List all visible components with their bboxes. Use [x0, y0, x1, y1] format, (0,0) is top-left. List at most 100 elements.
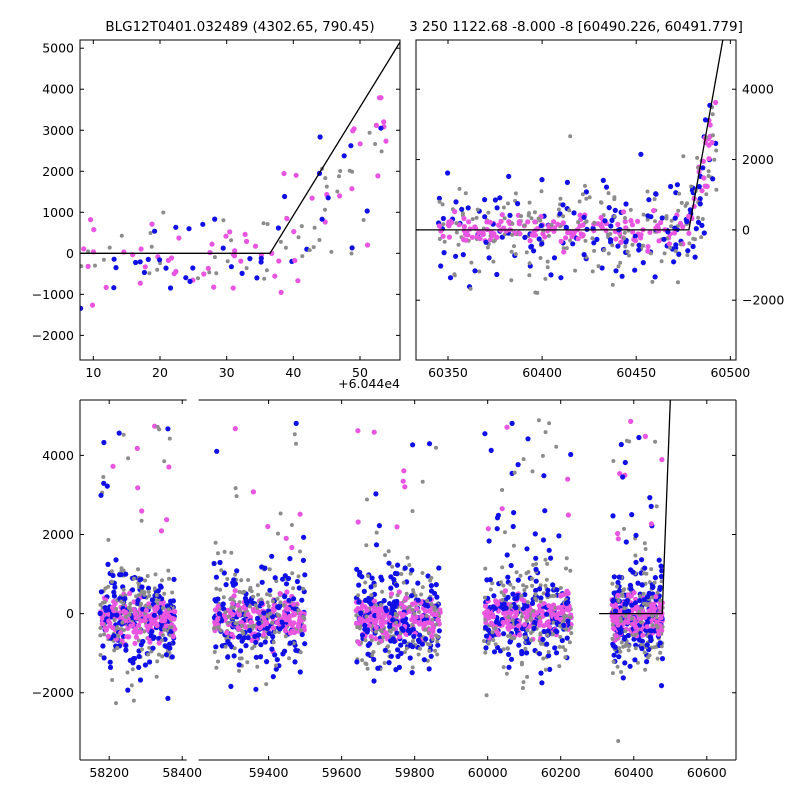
data-point — [411, 633, 417, 639]
data-point — [580, 222, 586, 228]
data-point — [264, 682, 269, 687]
data-point — [436, 195, 442, 201]
data-point — [253, 654, 259, 660]
data-point — [506, 219, 512, 225]
data-point — [111, 633, 117, 639]
data-point — [684, 219, 690, 225]
data-point — [383, 138, 389, 144]
data-point — [576, 220, 581, 225]
data-point — [381, 635, 386, 640]
data-point — [513, 605, 519, 611]
data-point — [227, 609, 233, 615]
data-point — [633, 553, 638, 558]
data-point — [158, 528, 165, 534]
data-point — [128, 623, 134, 629]
data-point — [525, 219, 531, 225]
data-point — [270, 620, 275, 625]
data-point — [218, 587, 223, 592]
data-point — [258, 255, 264, 261]
data-point — [371, 605, 377, 612]
data-point — [615, 536, 621, 542]
data-point — [348, 143, 354, 149]
data-point — [172, 609, 178, 615]
data-point — [93, 263, 97, 268]
data-point — [136, 638, 141, 643]
data-point — [544, 611, 550, 617]
data-point — [151, 612, 157, 618]
data-point — [541, 623, 547, 629]
data-point — [207, 270, 212, 275]
data-point — [545, 633, 550, 637]
data-point — [133, 259, 139, 266]
data-point — [568, 134, 573, 139]
data-point — [274, 657, 280, 663]
data-point — [641, 601, 646, 606]
data-point — [440, 233, 446, 239]
data-point — [101, 475, 106, 479]
data-point — [317, 134, 323, 140]
data-point — [374, 629, 378, 634]
data-point — [611, 459, 616, 463]
data-point — [517, 632, 523, 638]
data-point — [626, 648, 631, 653]
data-point — [375, 665, 381, 671]
data-point — [337, 193, 343, 199]
data-point — [525, 674, 530, 679]
data-point — [115, 646, 120, 650]
data-point — [707, 122, 713, 128]
data-point — [641, 212, 646, 217]
data-point — [190, 265, 196, 271]
data-point — [426, 441, 433, 447]
data-point — [224, 630, 230, 636]
data-point — [355, 639, 361, 645]
data-point — [502, 593, 507, 598]
data-point — [141, 269, 147, 276]
data-point — [381, 119, 387, 125]
top-left-y-tick-label: 5000 — [42, 41, 74, 56]
data-point — [152, 586, 157, 591]
data-point — [626, 608, 632, 614]
data-point — [363, 580, 368, 585]
data-point — [256, 632, 262, 638]
data-point — [119, 566, 124, 571]
data-point — [714, 148, 719, 153]
data-point — [642, 565, 648, 571]
data-point — [221, 570, 227, 576]
data-point — [110, 678, 115, 682]
data-point — [674, 182, 681, 188]
data-point — [702, 117, 709, 123]
data-point — [256, 620, 262, 626]
data-point — [485, 608, 491, 614]
data-point — [701, 230, 707, 236]
data-point — [637, 597, 643, 604]
data-point — [212, 216, 218, 222]
bottom-x-tick-label: 59400 — [249, 765, 289, 780]
data-point — [537, 622, 543, 628]
data-point — [365, 497, 369, 502]
data-point — [268, 611, 273, 616]
data-point — [129, 587, 136, 593]
data-point — [135, 622, 142, 628]
data-point — [225, 620, 230, 625]
data-point — [520, 614, 525, 619]
data-point — [371, 429, 377, 435]
data-point — [507, 639, 513, 645]
data-point — [546, 547, 552, 553]
data-point — [281, 603, 286, 608]
data-point — [573, 268, 578, 273]
data-point — [368, 634, 374, 640]
data-point — [226, 614, 231, 619]
data-point — [225, 577, 230, 581]
data-point — [638, 235, 644, 241]
data-point — [689, 184, 694, 189]
top-left-y-tick-label: 4000 — [42, 82, 74, 97]
data-point — [622, 236, 627, 240]
data-point — [562, 614, 567, 619]
data-point — [156, 640, 162, 646]
data-point — [639, 645, 645, 652]
data-point — [106, 618, 112, 624]
data-point — [524, 650, 530, 656]
data-point — [435, 652, 440, 657]
data-point — [319, 216, 325, 222]
data-point — [394, 613, 399, 618]
